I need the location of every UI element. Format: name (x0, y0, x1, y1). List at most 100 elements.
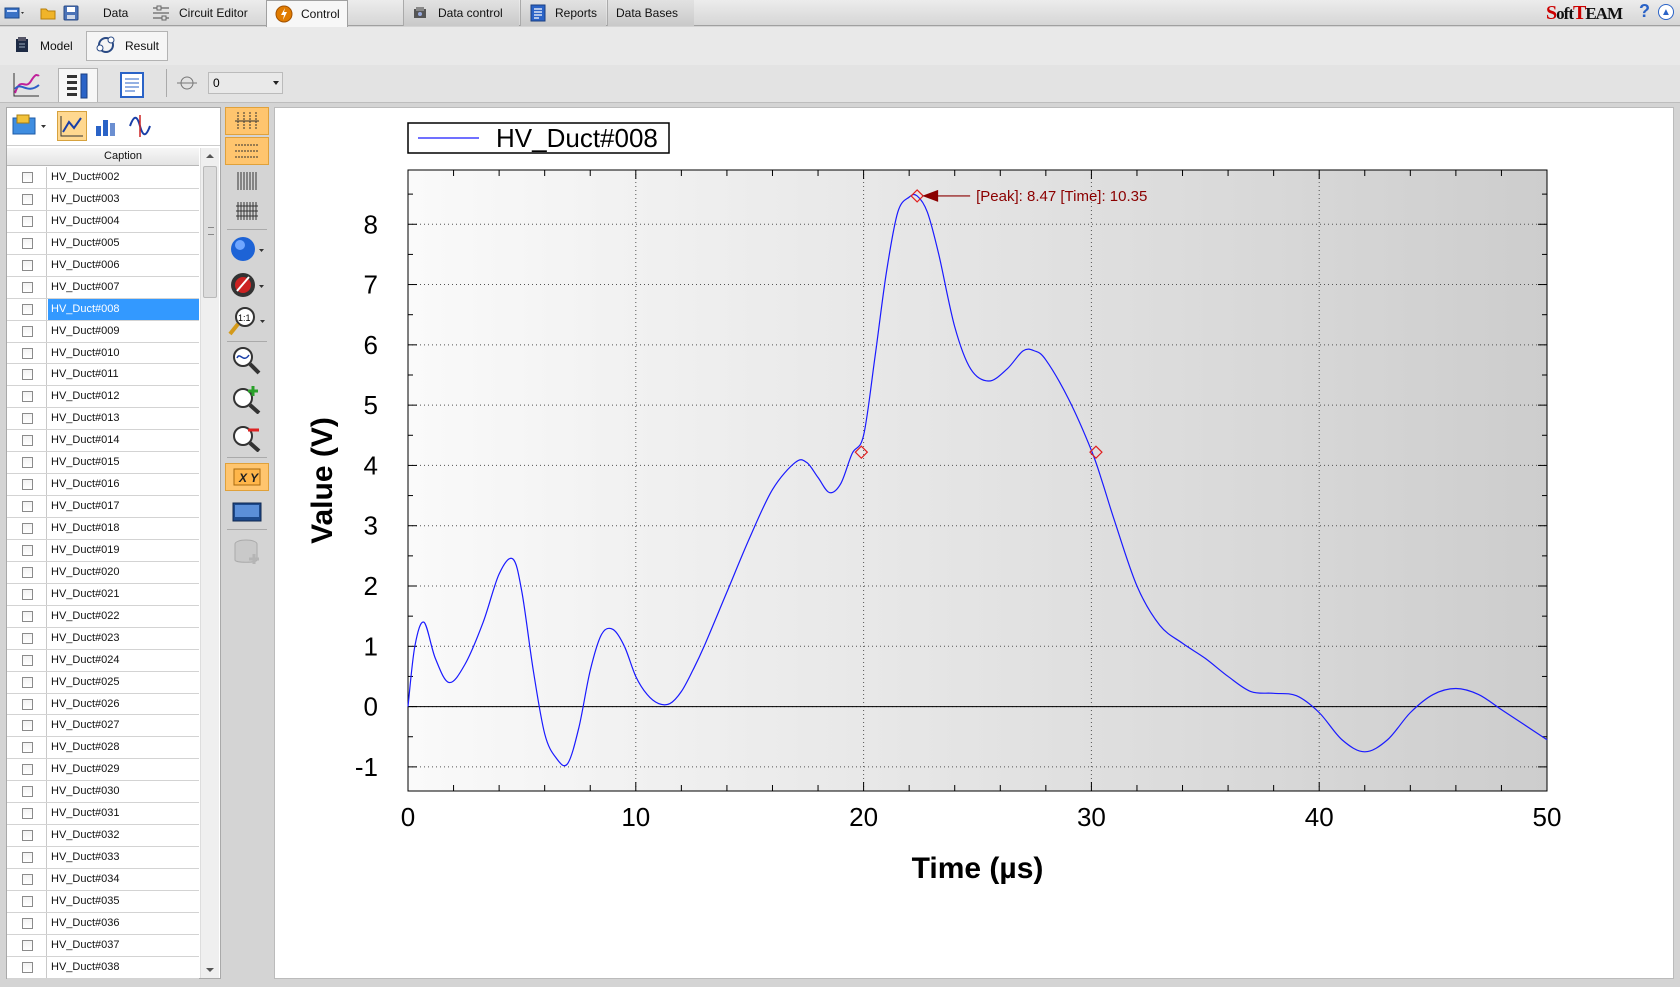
horizontal-grid-icon[interactable] (225, 137, 269, 165)
bar-chart-icon[interactable] (91, 111, 121, 141)
database-disabled-icon[interactable] (225, 535, 269, 571)
zoom-out-icon[interactable] (225, 423, 269, 452)
zoom-one-to-one-icon[interactable]: 1:1 (225, 307, 269, 336)
tab-control[interactable]: Control (266, 0, 348, 27)
data-marker[interactable] (1089, 445, 1103, 460)
signal-row[interactable]: HV_Duct#027 (7, 715, 199, 738)
signal-checkbox[interactable] (22, 720, 33, 732)
signal-checkbox[interactable] (22, 369, 33, 381)
signal-row[interactable]: HV_Duct#004 (7, 210, 199, 233)
screen-capture-icon[interactable] (225, 499, 269, 527)
save-icon[interactable] (60, 3, 82, 23)
signal-row[interactable]: HV_Duct#030 (7, 781, 199, 804)
signal-row[interactable]: HV_Duct#034 (7, 869, 199, 891)
signal-row[interactable]: HV_Duct#012 (7, 386, 199, 409)
signal-checkbox[interactable] (22, 786, 33, 798)
collapse-ribbon-icon[interactable]: ▲ (1658, 4, 1674, 20)
signal-row[interactable]: HV_Duct#011 (7, 364, 199, 387)
plot-area[interactable] (407, 169, 1548, 792)
zoom-curve-icon[interactable] (225, 347, 269, 375)
signal-checkbox[interactable] (22, 281, 33, 293)
data-marker[interactable] (854, 445, 869, 460)
palette-icon[interactable] (225, 271, 269, 299)
scroll-thumb[interactable] (203, 166, 217, 298)
signal-checkbox[interactable] (22, 457, 33, 469)
signal-row[interactable]: HV_Duct#014 (7, 430, 199, 453)
signal-checkbox[interactable] (22, 172, 33, 183)
help-button[interactable]: ? (1639, 1, 1650, 21)
signal-row[interactable]: HV_Duct#035 (7, 890, 199, 913)
report-view-icon[interactable] (112, 68, 152, 102)
vertical-grid-icon[interactable] (225, 107, 269, 135)
signal-row[interactable]: HV_Duct#022 (7, 605, 199, 628)
signal-checkbox[interactable] (22, 961, 33, 973)
series-line[interactable] (407, 193, 1548, 767)
tab-data-bases[interactable]: Data Bases (607, 0, 694, 26)
signal-checkbox[interactable] (22, 303, 33, 315)
signal-row[interactable]: HV_Duct#009 (7, 320, 199, 343)
signal-row[interactable]: HV_Duct#033 (7, 847, 199, 869)
signal-checkbox[interactable] (22, 435, 33, 447)
signal-row[interactable]: HV_Duct#003 (7, 188, 199, 211)
signal-checkbox[interactable] (22, 917, 33, 929)
signal-row[interactable]: HV_Duct#008 (7, 298, 199, 321)
signal-row[interactable]: HV_Duct#031 (7, 803, 199, 826)
signal-checkbox[interactable] (22, 544, 33, 556)
signal-row[interactable]: HV_Duct#019 (7, 539, 199, 562)
fine-grid-icon[interactable] (225, 167, 269, 195)
open-folder-icon[interactable] (37, 3, 59, 23)
table-view-icon[interactable] (58, 68, 98, 102)
signal-row[interactable]: HV_Duct#026 (7, 693, 199, 716)
line-chart-icon[interactable] (57, 111, 87, 141)
signal-checkbox[interactable] (22, 874, 33, 885)
signal-row[interactable]: HV_Duct#032 (7, 825, 199, 848)
zoom-in-icon[interactable] (225, 385, 269, 414)
scroll-down-icon[interactable] (206, 968, 214, 972)
data-marker[interactable] (910, 189, 924, 203)
signal-checkbox[interactable] (22, 391, 33, 403)
signal-checkbox[interactable] (22, 347, 33, 359)
signal-checkbox[interactable] (22, 895, 33, 907)
signal-checkbox[interactable] (22, 566, 33, 578)
signal-row[interactable]: HV_Duct#017 (7, 496, 199, 518)
tab-reports[interactable]: Reports (520, 0, 606, 26)
signal-checkbox[interactable] (22, 215, 33, 227)
tab-circuit-editor[interactable]: Circuit Editor (143, 0, 256, 26)
signal-list-scrollbar[interactable] (200, 148, 219, 978)
signal-row[interactable]: HV_Duct#002 (7, 167, 199, 189)
signal-row[interactable]: HV_Duct#021 (7, 583, 199, 606)
signal-checkbox[interactable] (22, 259, 33, 271)
signal-checkbox[interactable] (22, 654, 33, 666)
signal-checkbox[interactable] (22, 698, 33, 710)
signal-checkbox[interactable] (22, 830, 33, 842)
signal-checkbox[interactable] (22, 808, 33, 820)
signal-row[interactable]: HV_Duct#029 (7, 759, 199, 782)
signal-row[interactable]: HV_Duct#028 (7, 737, 199, 760)
signal-checkbox[interactable] (22, 237, 33, 249)
signal-row[interactable]: HV_Duct#020 (7, 561, 199, 584)
signal-row[interactable]: HV_Duct#024 (7, 649, 199, 672)
signal-row[interactable]: HV_Duct#010 (7, 342, 199, 365)
signal-checkbox[interactable] (22, 479, 33, 491)
chart-view-icon[interactable] (6, 68, 46, 102)
signal-checkbox[interactable] (22, 325, 33, 337)
signal-row[interactable]: HV_Duct#016 (7, 474, 199, 497)
tab-data-control[interactable]: Data control (403, 0, 519, 26)
scroll-up-icon[interactable] (206, 154, 214, 158)
signal-checkbox[interactable] (22, 523, 33, 534)
signal-row[interactable]: HV_Duct#013 (7, 408, 199, 431)
result-button[interactable]: Result (86, 31, 169, 61)
angle-select[interactable]: 0 (208, 72, 283, 94)
signal-checkbox[interactable] (22, 676, 33, 688)
signal-checkbox[interactable] (22, 588, 33, 600)
caption-column-header[interactable]: Caption (7, 148, 199, 166)
export-dropdown-icon[interactable] (9, 111, 49, 141)
signal-row[interactable]: HV_Duct#006 (7, 254, 199, 277)
signal-row[interactable]: HV_Duct#007 (7, 276, 199, 299)
xy-mode-icon[interactable]: X Y (225, 463, 269, 491)
color-scheme-icon[interactable] (225, 235, 269, 263)
signal-row[interactable]: HV_Duct#005 (7, 232, 199, 255)
signal-row[interactable]: HV_Duct#015 (7, 452, 199, 475)
tab-data[interactable]: Data (95, 0, 136, 26)
signal-row[interactable]: HV_Duct#023 (7, 627, 199, 650)
